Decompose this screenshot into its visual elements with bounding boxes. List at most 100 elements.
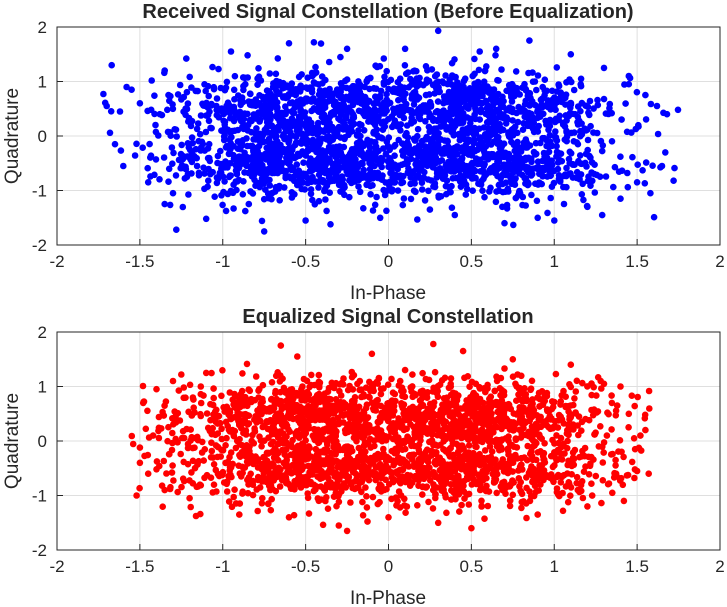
scatter-point	[204, 145, 212, 152]
scatter-point	[136, 100, 144, 107]
scatter-point	[588, 492, 596, 499]
scatter-point	[401, 45, 409, 53]
scatter-point	[133, 140, 140, 148]
scatter-point	[298, 396, 305, 404]
scatter-point	[600, 64, 608, 72]
scatter-point	[362, 404, 370, 412]
scatter-point	[225, 472, 232, 480]
scatter-point	[241, 110, 248, 117]
scatter-point	[311, 381, 318, 389]
scatter-point	[466, 383, 473, 391]
scatter-point	[357, 132, 364, 140]
scatter-point	[272, 466, 279, 474]
scatter-point	[172, 172, 180, 179]
scatter-point	[292, 89, 300, 96]
scatter-point	[431, 90, 439, 97]
scatter-point	[549, 436, 556, 444]
scatter-point	[323, 207, 330, 215]
scatter-point	[413, 75, 421, 82]
scatter-point	[481, 171, 489, 178]
scatter-point	[238, 463, 246, 471]
scatter-point	[451, 56, 458, 63]
scatter-point	[448, 72, 456, 79]
scatter-point	[484, 111, 492, 119]
scatter-point	[243, 162, 250, 170]
scatter-point	[366, 144, 374, 151]
scatter-point	[433, 71, 441, 78]
scatter-point	[432, 160, 439, 167]
scatter-point	[371, 201, 379, 209]
scatter-point	[373, 193, 380, 201]
scatter-point	[192, 512, 200, 520]
scatter-point	[269, 83, 277, 91]
scatter-point	[620, 453, 627, 461]
scatter-point	[647, 100, 655, 108]
scatter-point	[581, 444, 589, 452]
scatter-point	[563, 183, 570, 191]
scatter-point	[617, 153, 624, 160]
scatter-point	[416, 80, 424, 87]
scatter-point	[363, 504, 371, 511]
scatter-point	[260, 228, 268, 235]
scatter-point	[230, 432, 238, 440]
scatter-point	[360, 205, 367, 212]
scatter-point	[136, 444, 144, 451]
scatter-point	[312, 63, 319, 71]
scatter-point	[333, 146, 340, 154]
scatter-point	[106, 129, 114, 137]
scatter-point	[573, 168, 581, 176]
scatter-point	[523, 456, 531, 464]
scatter-point	[323, 414, 331, 421]
scatter-point	[202, 215, 210, 223]
scatter-point	[486, 443, 494, 450]
x-tick-label: -1	[215, 252, 230, 271]
scatter-point	[495, 187, 503, 194]
scatter-point	[194, 461, 201, 468]
scatter-point	[435, 194, 443, 201]
scatter-point	[409, 383, 416, 390]
scatter-point	[385, 408, 393, 416]
scatter-point	[575, 117, 583, 125]
scatter-point	[325, 155, 333, 163]
scatter-point	[426, 136, 433, 144]
scatter-point	[528, 191, 535, 199]
scatter-point	[411, 67, 418, 74]
scatter-point	[230, 493, 237, 501]
scatter-point	[646, 405, 653, 412]
scatter-point	[223, 488, 231, 495]
scatter-point	[200, 457, 207, 464]
scatter-point	[550, 167, 558, 175]
scatter-point	[174, 91, 182, 98]
scatter-point	[442, 494, 450, 501]
scatter-point	[504, 171, 512, 179]
scatter-point	[547, 172, 554, 180]
scatter-point	[477, 106, 485, 113]
scatter-point	[239, 469, 246, 477]
scatter-point	[444, 137, 451, 145]
scatter-point	[258, 443, 265, 450]
scatter-point	[222, 84, 230, 91]
scatter-point	[444, 143, 452, 150]
scatter-point	[562, 101, 569, 108]
scatter-point	[567, 492, 574, 500]
scatter-point	[159, 503, 166, 511]
scatter-point	[451, 417, 458, 424]
scatter-point	[511, 84, 518, 91]
scatter-point	[542, 153, 549, 161]
scatter-point	[540, 134, 548, 142]
scatter-point	[560, 172, 568, 180]
scatter-point	[339, 187, 346, 194]
scatter-point	[562, 94, 569, 102]
scatter-point	[585, 471, 593, 478]
scatter-point	[160, 154, 168, 161]
scatter-point	[323, 122, 331, 130]
scatter-point	[275, 185, 283, 192]
scatter-point	[513, 397, 520, 405]
x-tick-label: 1.5	[625, 252, 649, 271]
scatter-point	[395, 96, 402, 104]
scatter-point	[388, 164, 396, 172]
scatter-point	[205, 92, 212, 100]
scatter-point	[168, 144, 176, 151]
scatter-point	[537, 139, 544, 147]
scatter-point	[564, 437, 571, 445]
